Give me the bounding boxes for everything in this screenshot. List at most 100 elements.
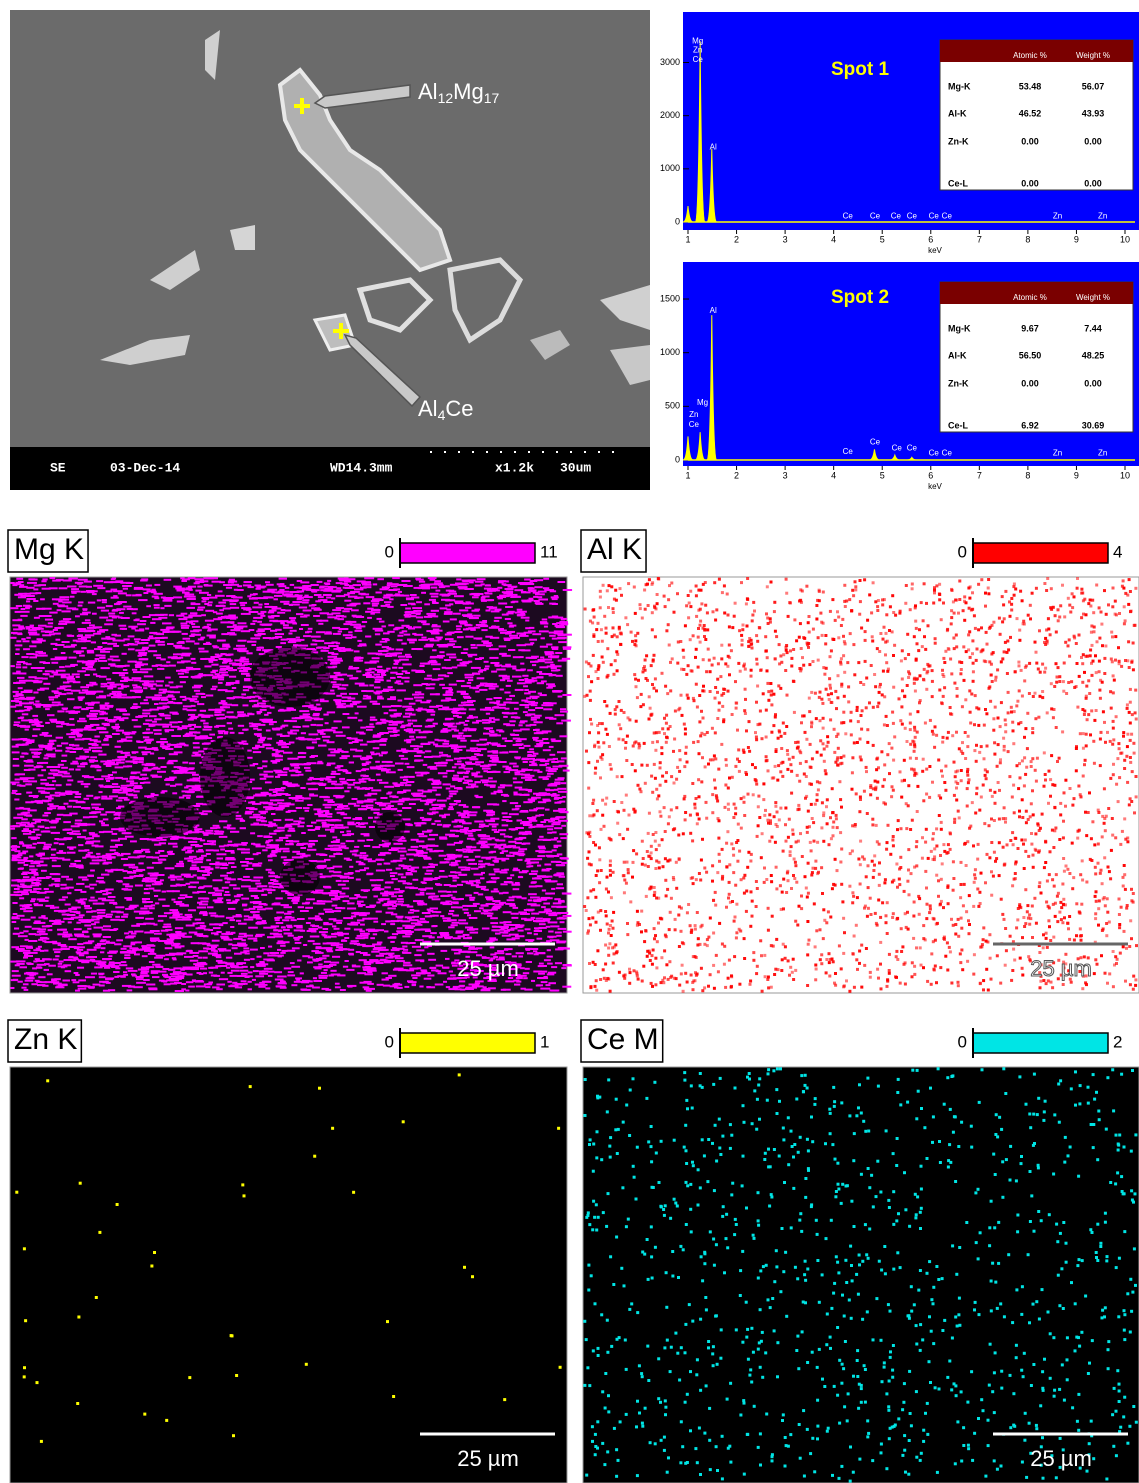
map-dot — [139, 658, 149, 660]
map-dot — [297, 918, 305, 920]
table-cell: Al-K — [948, 108, 967, 118]
map-dot — [310, 924, 315, 926]
map-dot — [388, 624, 394, 626]
map-dot — [165, 947, 173, 949]
map-dot — [506, 685, 511, 687]
map-dot — [506, 938, 515, 940]
map-dot — [266, 584, 274, 586]
map-dot — [258, 633, 266, 635]
map-dot — [69, 768, 74, 770]
map-dot — [301, 624, 309, 626]
map-dot — [399, 755, 404, 757]
info-text: WD14.3mm — [330, 460, 393, 475]
map-dot — [200, 962, 204, 964]
map-dot — [331, 727, 337, 729]
map-dot — [372, 703, 380, 705]
map-dot — [20, 756, 24, 758]
map-dot — [356, 670, 361, 672]
map-dot — [212, 940, 220, 942]
map-dot — [467, 613, 472, 615]
x-axis-label: keV — [928, 246, 942, 255]
map-dot — [382, 706, 391, 708]
map-dot — [165, 730, 169, 732]
map-dot — [419, 986, 423, 988]
map-dot — [85, 886, 90, 888]
map-dot — [213, 850, 219, 852]
map-dot — [58, 600, 62, 602]
map-dot — [122, 653, 127, 655]
map-dot — [115, 766, 124, 768]
map-dot — [285, 843, 294, 845]
map-dot — [94, 736, 99, 738]
map-dot — [388, 805, 394, 807]
map-dot — [123, 606, 131, 608]
map-dot — [325, 848, 334, 850]
map-dot — [151, 904, 155, 906]
table-header-cell: Atomic % — [1013, 293, 1047, 302]
info-text: 03-Dec-14 — [110, 460, 180, 475]
map-dot — [102, 893, 108, 895]
map-dot — [297, 960, 301, 962]
map-dot — [323, 928, 329, 930]
map-dot — [529, 873, 537, 875]
peak-label: Ce — [942, 449, 953, 458]
map-dot — [102, 642, 107, 644]
map-dot — [100, 814, 107, 816]
map-dot — [334, 720, 342, 722]
map-dot — [273, 819, 281, 821]
map-dot — [547, 773, 554, 775]
map-dot — [272, 728, 279, 730]
map-dot — [501, 665, 508, 667]
map-dot — [449, 793, 456, 795]
map-dot — [353, 782, 361, 784]
peak-label: Zn — [1098, 449, 1107, 458]
map-dot — [379, 621, 385, 623]
map-dot — [418, 587, 423, 589]
map-dot — [476, 771, 480, 773]
map-dot — [342, 700, 352, 702]
map-dot — [392, 905, 397, 907]
map-dot — [49, 675, 54, 677]
map-dot — [317, 761, 322, 763]
map-dot — [18, 981, 23, 983]
map-dot — [53, 629, 58, 631]
map-dot — [145, 851, 150, 853]
map-dot — [164, 579, 172, 581]
map-dot — [469, 984, 474, 986]
map-dot — [527, 833, 532, 835]
map-dot — [344, 790, 349, 792]
map-dot — [539, 952, 545, 954]
map-dot — [386, 771, 396, 773]
map-dot — [332, 956, 340, 958]
map-dot — [504, 836, 509, 838]
map-dot — [288, 830, 296, 832]
map-dot — [42, 578, 47, 580]
y-tick-label: 3000 — [660, 57, 680, 67]
map-dot — [424, 603, 430, 605]
map-dot — [409, 776, 415, 778]
map-dot — [277, 612, 285, 614]
map-dot — [397, 639, 403, 641]
map-dot — [487, 915, 492, 917]
map-dot — [555, 962, 562, 964]
map-dot — [554, 846, 559, 848]
map-dot — [356, 822, 360, 824]
map-dot — [540, 821, 546, 823]
sem-background — [10, 10, 650, 490]
map-dot — [224, 950, 231, 952]
map-dot — [495, 609, 502, 611]
map-dot — [132, 677, 142, 679]
map-dot — [109, 951, 118, 953]
map-dot — [230, 831, 239, 833]
map-dot — [142, 713, 150, 715]
map-dot — [429, 834, 438, 836]
map-dot — [400, 604, 407, 606]
map-dot — [215, 831, 224, 833]
map-dot — [151, 972, 158, 974]
map-dot — [291, 966, 300, 968]
map-dot — [533, 920, 543, 922]
map-dot — [324, 582, 330, 584]
map-dot — [485, 585, 491, 587]
map-dot — [250, 764, 255, 766]
map-dot — [124, 957, 130, 959]
